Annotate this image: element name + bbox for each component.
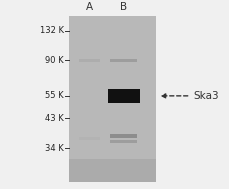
Text: B: B [120, 2, 127, 12]
Text: A: A [86, 2, 93, 12]
Text: Ska3: Ska3 [194, 91, 219, 101]
Text: 43 K: 43 K [45, 114, 64, 123]
Bar [108, 89, 140, 103]
Text: 132 K: 132 K [40, 26, 64, 35]
Bar [69, 159, 156, 182]
Bar [79, 59, 100, 62]
Bar [110, 140, 137, 143]
Bar [110, 134, 137, 138]
Bar [69, 16, 156, 182]
Text: 34 K: 34 K [45, 143, 64, 153]
Text: 90 K: 90 K [46, 56, 64, 65]
Bar [110, 59, 137, 62]
Text: 55 K: 55 K [46, 91, 64, 100]
Bar [79, 137, 100, 140]
